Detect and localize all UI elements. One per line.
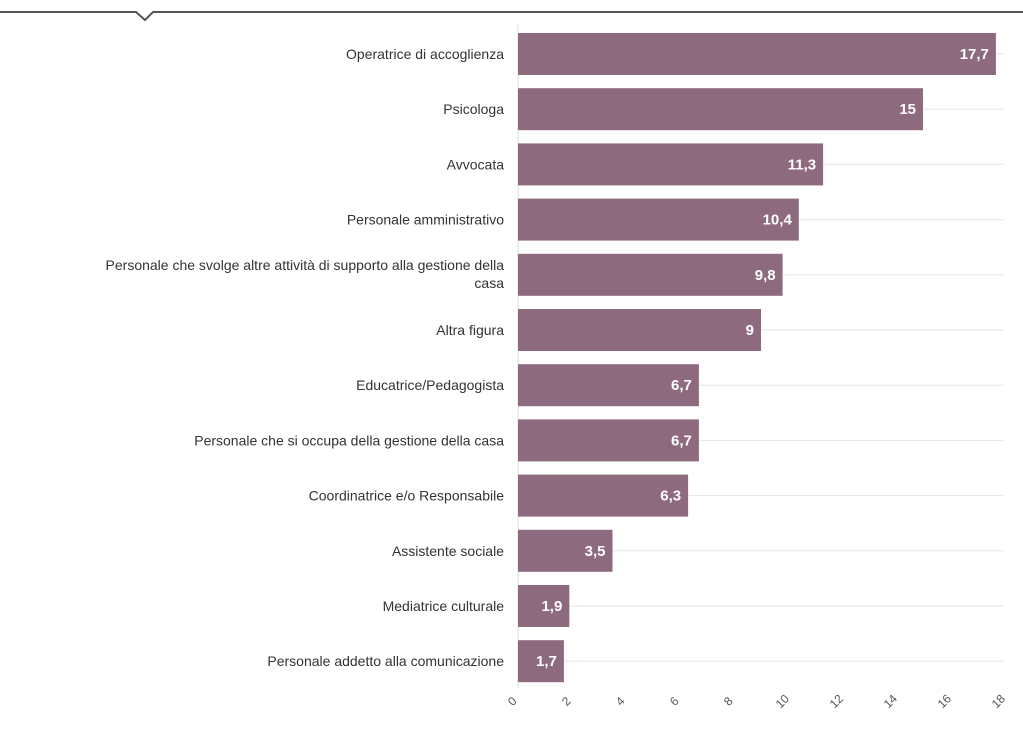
x-tick-label: 10 [773, 691, 793, 711]
bar [518, 585, 570, 627]
bar [518, 33, 996, 75]
bar-value-label: 6,3 [660, 488, 681, 505]
category-label: Coordinatrice e/o Responsabile [309, 488, 505, 504]
category-label: Psicologa [443, 101, 504, 117]
category-label: Operatrice di accoglienza [346, 46, 504, 62]
x-tick-label: 18 [989, 691, 1009, 711]
bar [518, 198, 799, 241]
bar [518, 419, 699, 462]
bar-value-label: 9 [746, 322, 754, 339]
x-tick-label: 2 [559, 694, 574, 709]
bar-value-label: 10,4 [763, 212, 793, 229]
bar-value-label: 17,7 [960, 46, 989, 63]
bar [518, 88, 923, 131]
top-rule [0, 11, 1023, 22]
bar-value-label: 6,7 [671, 377, 692, 394]
bar-value-label: 15 [899, 101, 916, 118]
category-label-line: casa [474, 275, 504, 291]
bar-value-label: 11,3 [788, 156, 816, 173]
bar-value-label: 1,9 [541, 598, 562, 615]
category-label: Educatrice/Pedagogista [356, 377, 504, 393]
category-label: Personale amministrativo [347, 212, 504, 228]
bar [518, 253, 783, 296]
bar [518, 309, 761, 351]
category-label: Personale che si occupa della gestione d… [194, 432, 504, 448]
bar [518, 364, 699, 407]
bar [518, 143, 824, 186]
category-label: Avvocata [447, 156, 505, 172]
category-label: Personale addetto alla comunicazione [267, 653, 504, 669]
x-tick-label: 0 [505, 694, 520, 709]
bar [518, 640, 564, 683]
x-tick-label: 12 [827, 691, 847, 711]
bar-value-label: 6,7 [671, 432, 692, 449]
bar-value-label: 3,5 [585, 543, 606, 560]
category-label: Assistente sociale [392, 543, 504, 559]
x-tick-label: 14 [881, 691, 901, 711]
bar [518, 529, 613, 572]
category-label: Altra figura [436, 322, 504, 338]
x-tick-label: 16 [935, 691, 955, 711]
bar-value-label: 1,7 [536, 653, 557, 670]
category-label-line: Personale che svolge altre attività di s… [106, 257, 505, 273]
x-tick-label: 4 [613, 694, 628, 709]
category-label: Mediatrice culturale [383, 598, 505, 614]
x-tick-label: 6 [667, 694, 682, 709]
bar [518, 474, 689, 517]
x-tick-label: 8 [721, 694, 736, 709]
bar-value-label: 9,8 [755, 267, 776, 284]
